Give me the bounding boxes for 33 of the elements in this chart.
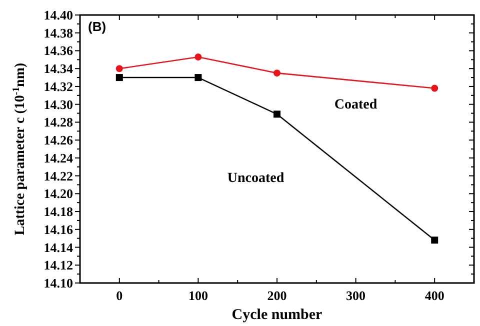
point xyxy=(431,84,438,92)
y-tick-label: 14.16 xyxy=(44,222,74,237)
text: Uncoated xyxy=(227,171,284,186)
y-tick-label: 14.20 xyxy=(44,186,73,202)
y-tick-label: 14.24 xyxy=(44,150,74,166)
y-tick-label: 14.10 xyxy=(44,276,73,290)
y-tick-label: 14.28 xyxy=(44,114,74,130)
x-tick-label: 0 xyxy=(116,288,123,303)
point xyxy=(194,74,202,82)
y-tick-label: 14.12 xyxy=(44,258,73,273)
y-tick-label: 14.18 xyxy=(44,204,74,220)
y-tick-label: 14.30 xyxy=(44,96,73,112)
y-tick-label: 14.34 xyxy=(44,61,74,76)
x-tick-label: 200 xyxy=(267,288,287,303)
point xyxy=(431,236,438,244)
x-axis-title: Cycle number xyxy=(232,307,323,323)
y-tick-label: 14.36 xyxy=(44,43,74,58)
y-tick-label: 14.14 xyxy=(44,240,74,255)
y-tick-label: 14.32 xyxy=(44,78,73,94)
x-tick-label: 400 xyxy=(424,288,444,303)
point xyxy=(274,70,280,77)
y-tick-label: 14.22 xyxy=(44,168,73,184)
point xyxy=(116,74,123,82)
series-label: Coated xyxy=(334,98,378,113)
y-tick-label: 14.40 xyxy=(44,8,73,22)
annotation: (B) xyxy=(88,19,106,34)
point xyxy=(116,65,123,72)
point xyxy=(274,110,280,118)
x-tick-label: 100 xyxy=(188,288,208,303)
x-tick-label: 300 xyxy=(346,288,366,303)
point xyxy=(194,53,202,60)
y-tick-label: 14.26 xyxy=(44,132,74,148)
y-tick-label: 14.38 xyxy=(44,25,74,40)
